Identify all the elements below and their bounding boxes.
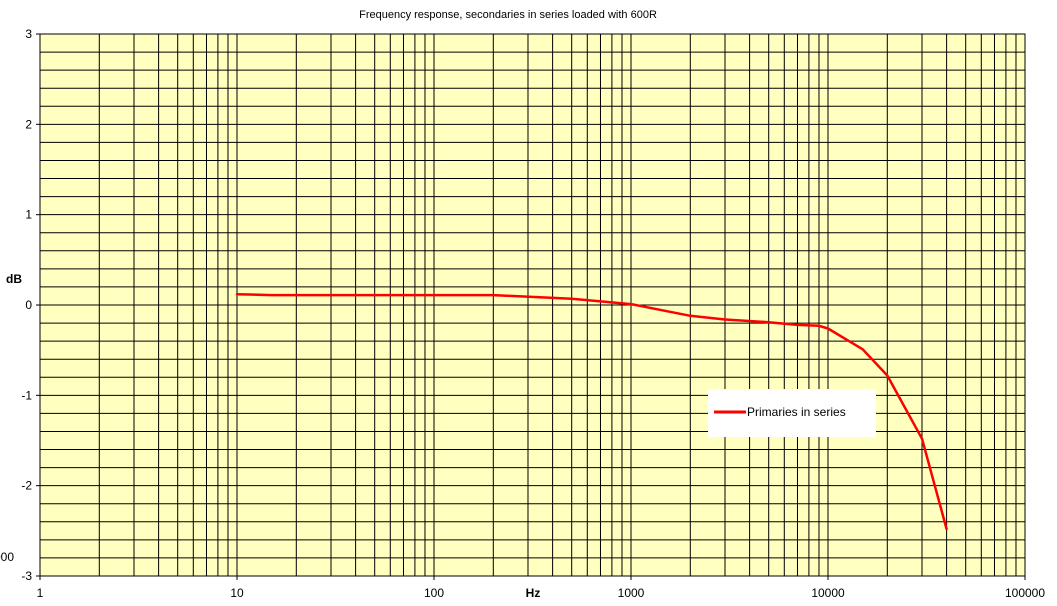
y-tick-label: -2 — [21, 479, 32, 493]
x-tick-label: 1000 — [618, 586, 645, 600]
y-tick-label: 1 — [25, 208, 32, 222]
y-tick-label: 2 — [25, 117, 32, 131]
x-axis-label: Hz — [526, 586, 541, 600]
series-line-primaries-in-series — [235, 292, 948, 531]
y-tick-label: 3 — [25, 27, 32, 41]
y-tick-label: -3 — [21, 569, 32, 583]
series-layer — [235, 292, 948, 531]
x-tick-label: 100 — [424, 586, 444, 600]
y-tick-label: -1 — [21, 388, 32, 402]
x-tick-label: 10 — [230, 586, 244, 600]
x-tick-label: 1 — [37, 586, 44, 600]
x-tick-labels: 1 10 100 1000 10000 100000 — [37, 576, 1045, 600]
x-tick-label: 100000 — [1005, 586, 1045, 600]
grid-lines — [40, 34, 1025, 576]
x-tick-label: 10000 — [811, 586, 845, 600]
y-tick-labels: 3 2 1 0 -1 -2 -3 — [21, 27, 40, 583]
y-axis-label: dB — [6, 272, 22, 286]
y-tick-label: 0 — [25, 298, 32, 312]
legend: Primaries in series — [708, 389, 876, 437]
stray-label: 000 — [0, 550, 14, 564]
legend-label: Primaries in series — [747, 405, 846, 419]
chart-title: Frequency response, secondaries in serie… — [359, 9, 657, 21]
